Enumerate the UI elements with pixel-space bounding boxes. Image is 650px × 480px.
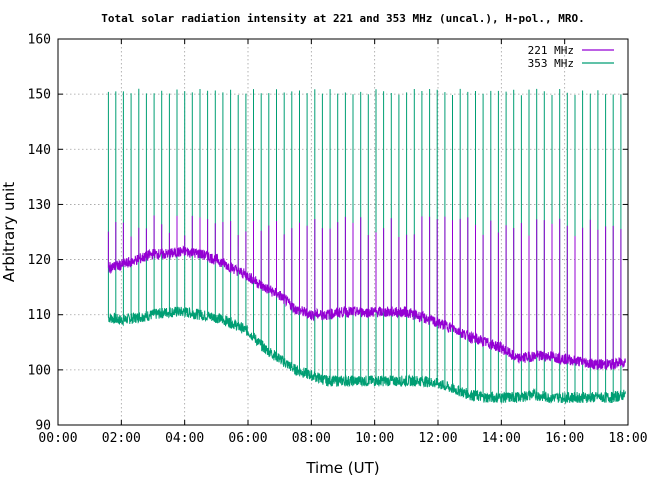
chart-title: Total solar radiation intensity at 221 a… xyxy=(101,12,584,25)
x-axis-label: Time (UT) xyxy=(305,459,379,477)
x-tick-label: 18:00 xyxy=(608,431,647,446)
legend-label: 221 MHz xyxy=(528,44,574,57)
ticks: 00:00 02:00 04:00 06:00 08:00 10:00 12:00 14:00… xyxy=(28,33,648,447)
legend-label: 353 MHz xyxy=(528,57,574,70)
x-tick-label: 04:00 xyxy=(165,431,204,446)
y-tick-label: 150 xyxy=(28,88,51,103)
x-tick-label: 14:00 xyxy=(482,431,521,446)
y-tick-label: 120 xyxy=(28,253,51,268)
series-layer xyxy=(107,88,626,405)
series-line-221-mhz xyxy=(107,215,626,371)
y-tick-label: 130 xyxy=(28,198,51,213)
x-tick-label: 06:00 xyxy=(228,431,267,446)
series-line-353-mhz xyxy=(107,88,626,405)
plot-frame xyxy=(57,38,629,426)
y-tick-label: 90 xyxy=(35,419,51,434)
y-axis-label: Arbitrary unit xyxy=(0,182,18,282)
x-tick-label: 16:00 xyxy=(545,431,584,446)
x-tick-label: 08:00 xyxy=(292,431,331,446)
y-tick-label: 160 xyxy=(28,33,51,48)
x-tick-label: 10:00 xyxy=(355,431,394,446)
x-tick-label: 02:00 xyxy=(102,431,141,446)
y-tick-label: 110 xyxy=(28,308,51,323)
x-tick-label: 12:00 xyxy=(418,431,457,446)
y-tick-label: 140 xyxy=(28,143,51,158)
x-tick-label: 00:00 xyxy=(38,431,77,446)
y-tick-label: 100 xyxy=(28,363,51,378)
